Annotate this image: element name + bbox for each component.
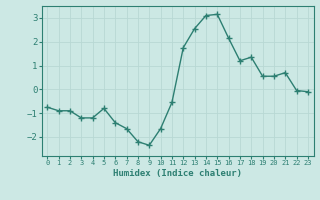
X-axis label: Humidex (Indice chaleur): Humidex (Indice chaleur) xyxy=(113,169,242,178)
